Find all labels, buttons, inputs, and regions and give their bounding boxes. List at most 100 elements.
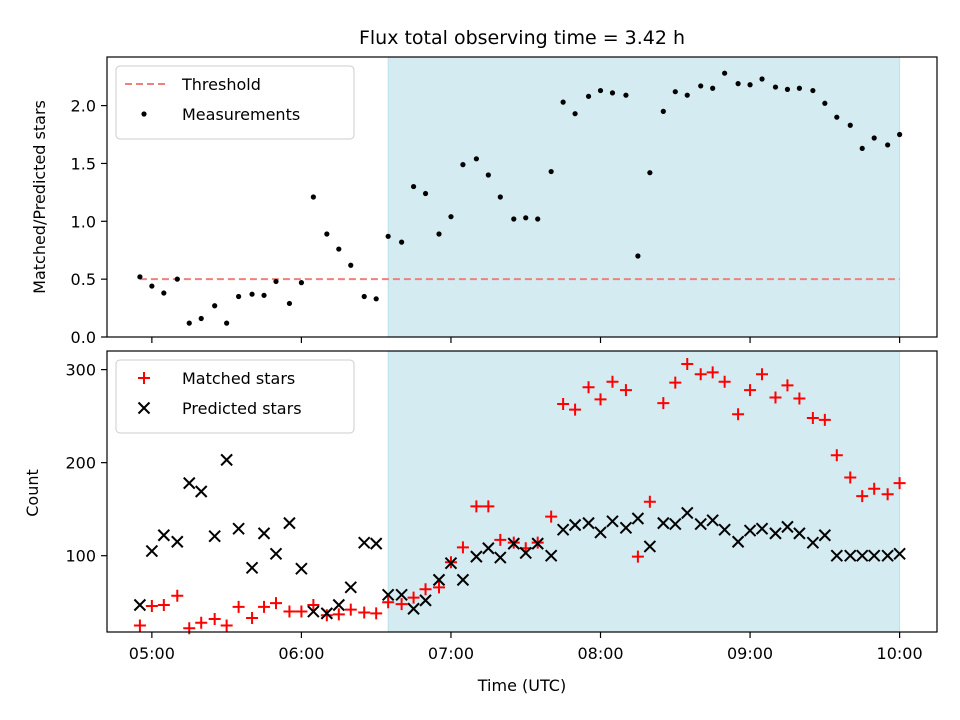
predicted-stars-point <box>232 522 245 535</box>
measurements-point <box>859 145 865 152</box>
measurements-point <box>348 262 354 268</box>
matched-stars-point <box>171 589 184 602</box>
predicted-stars-point <box>283 516 296 530</box>
matched-stars-point <box>269 597 282 610</box>
predicted-stars-point <box>482 542 495 555</box>
predicted-stars-point <box>531 537 544 550</box>
matched-stars-point <box>358 606 371 619</box>
predicted-stars-point <box>171 535 184 548</box>
bottom-y-tick-label: 300 <box>65 361 96 380</box>
bottom-axes-frame <box>106 350 938 633</box>
matched-stars-point <box>407 591 420 604</box>
matched-stars-point <box>893 477 906 490</box>
matched-stars-point <box>744 384 757 397</box>
matched-stars-point <box>145 599 158 612</box>
matched-stars-point <box>781 379 794 392</box>
predicted-stars-point <box>844 549 857 562</box>
measurements-point <box>585 93 592 99</box>
measurements-point <box>710 85 716 91</box>
matched-stars-point <box>307 599 320 612</box>
matched-stars-point <box>818 413 831 426</box>
measurements-point <box>560 99 566 105</box>
measurements-point <box>698 83 704 89</box>
predicted-stars-point <box>133 598 147 612</box>
measurements-point <box>198 315 204 322</box>
measurements-point <box>796 85 803 91</box>
matched-stars-point <box>133 619 146 632</box>
predicted-stars-point <box>694 517 707 531</box>
measurements-point <box>310 194 316 200</box>
measurements-point <box>897 131 903 138</box>
matched-stars-point <box>295 605 308 618</box>
measurements-point <box>822 100 828 106</box>
predicted-stars-point <box>793 527 806 540</box>
measurements-point <box>609 90 616 96</box>
predicted-stars-point <box>395 588 408 601</box>
top-y-tick-label: 2.0 <box>71 97 96 116</box>
predicted-stars-point <box>755 522 769 535</box>
legend-label: Measurements <box>182 105 300 124</box>
predicted-stars-point <box>893 547 906 561</box>
predicted-stars-point <box>818 529 832 542</box>
matched-stars-point <box>246 612 259 625</box>
matched-stars-point <box>856 490 869 503</box>
predicted-stars-point <box>257 527 271 540</box>
matched-stars-point <box>681 358 694 371</box>
predicted-stars-point <box>881 549 894 562</box>
matched-stars-point <box>756 368 769 381</box>
predicted-stars-point <box>432 573 446 587</box>
measurements-point <box>735 81 741 87</box>
x-tick-label: 09:00 <box>727 644 773 663</box>
legend-plus-swatch <box>138 372 150 384</box>
predicted-stars-point <box>568 518 582 532</box>
measurements-point <box>759 76 765 82</box>
measurements-point <box>548 168 554 175</box>
predicted-stars-point <box>643 540 657 553</box>
matched-stars-point <box>433 581 445 594</box>
predicted-stars-point <box>145 544 159 558</box>
measurements-point <box>236 293 242 300</box>
predicted-stars-point <box>830 549 844 562</box>
predicted-stars-point <box>295 562 308 575</box>
predicted-stars-point <box>332 598 346 612</box>
measurements-point <box>149 283 155 289</box>
matched-stars-point <box>868 482 881 495</box>
predicted-stars-point <box>183 476 196 490</box>
predicted-stars-point <box>470 550 483 563</box>
measurements-point <box>784 86 791 92</box>
measurements-point <box>298 280 305 286</box>
matched-stars-point <box>419 583 432 596</box>
predicted-stars-point <box>606 515 619 528</box>
predicted-stars-point <box>456 573 470 587</box>
matched-stars-point <box>232 600 245 613</box>
measurements-point <box>635 253 641 259</box>
predicted-stars-point <box>657 516 670 530</box>
measurements-point <box>523 215 529 221</box>
legend-label: Predicted stars <box>182 399 302 418</box>
bottom-legend-box <box>115 359 355 434</box>
measurements-point <box>597 87 604 94</box>
matched-stars-point <box>606 375 619 388</box>
top-axes-frame <box>106 56 938 338</box>
legend-label: Matched stars <box>182 369 295 388</box>
predicted-stars-point <box>381 588 395 601</box>
measurements-point <box>324 231 330 237</box>
matched-stars-point <box>830 449 843 462</box>
predicted-stars-point <box>195 485 208 498</box>
measurements-point <box>336 246 342 252</box>
predicted-stars-point <box>369 537 383 550</box>
measurements-point <box>460 162 466 168</box>
predicted-stars-point <box>582 516 595 530</box>
measurements-point <box>660 108 666 114</box>
measurements-point <box>286 300 293 307</box>
matched-stars-point <box>470 500 483 513</box>
predicted-stars-point <box>419 594 432 607</box>
matched-stars-point <box>694 368 707 381</box>
measurements-point <box>834 114 840 120</box>
matched-stars-point <box>706 366 719 379</box>
predicted-stars-point <box>269 547 283 561</box>
bottom-panel: 05:00 06:00 07:00 08:00 09:00 10:00100200300 … <box>23 350 938 663</box>
predicted-stars-point <box>867 549 881 562</box>
matched-stars-point <box>258 600 271 613</box>
